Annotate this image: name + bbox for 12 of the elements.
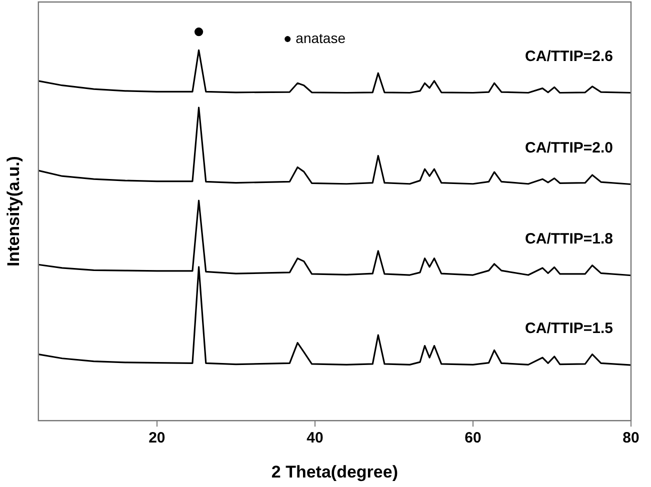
- x-tick-label: 60: [464, 430, 482, 447]
- x-axis-title: 2 Theta(degree): [271, 462, 398, 482]
- series-label: CA/TTIP=2.6: [525, 48, 613, 65]
- series-label: CA/TTIP=1.5: [525, 320, 613, 338]
- x-tick-label: 80: [622, 430, 640, 447]
- text: ● anatase: [283, 30, 346, 46]
- y-axis-title: Intensity(a.u.): [4, 156, 23, 267]
- x-tick-label: 20: [148, 430, 166, 447]
- series-label: CA/TTIP=1.8: [525, 230, 613, 248]
- annotation: ●: [192, 20, 205, 43]
- x-tick-label: 40: [306, 430, 324, 447]
- series-label: CA/TTIP=2.0: [525, 139, 613, 156]
